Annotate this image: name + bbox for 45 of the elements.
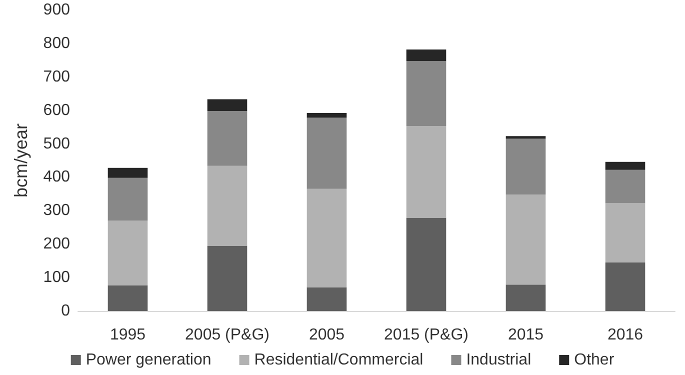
y-tick-label: 900 (43, 2, 70, 18)
x-tick-label: 2005 (308, 326, 345, 344)
bar (605, 162, 646, 170)
bar (506, 138, 546, 195)
y-tick-label: 700 (43, 68, 70, 86)
bar (207, 246, 248, 311)
y-tick-label: 800 (43, 34, 70, 52)
bar (306, 287, 347, 311)
bar (605, 203, 646, 263)
y-tick-label: 600 (43, 102, 70, 119)
legend-label: Other (574, 352, 615, 368)
bar (306, 113, 347, 118)
bar (306, 118, 347, 189)
bar (207, 111, 248, 166)
y-tick-label: 300 (43, 202, 70, 220)
bar (406, 61, 446, 126)
y-tick-label: 400 (43, 168, 70, 186)
bar (406, 126, 446, 218)
bar (108, 168, 148, 178)
legend-label: Industrial (466, 352, 532, 368)
bar (306, 188, 347, 288)
bar (108, 285, 148, 311)
bar (605, 170, 646, 204)
bar (506, 194, 546, 285)
y-tick-label: 500 (43, 135, 70, 152)
x-tick-label: 2015 (508, 326, 544, 344)
x-tick-label: 2016 (607, 326, 644, 344)
y-tick-label: 0 (61, 302, 70, 320)
bar (406, 49, 446, 62)
x-tick-label: 1995 (110, 326, 146, 344)
bar (506, 284, 546, 311)
x-tick-label: 2015 (P&G) (384, 326, 468, 344)
y-axis-title: bcm/year (11, 123, 31, 198)
bar (506, 136, 546, 139)
bar (605, 262, 646, 311)
legend-label: Residential/Commercial (254, 352, 424, 368)
bar (108, 220, 148, 286)
bar (108, 178, 148, 221)
bar (207, 166, 248, 246)
legend-label: Power generation (86, 352, 212, 368)
y-tick-label: 100 (43, 269, 70, 286)
bar (406, 218, 446, 311)
x-tick-label: 2005 (P&G) (185, 326, 270, 344)
bar (207, 99, 248, 111)
y-tick-label: 200 (43, 236, 70, 253)
